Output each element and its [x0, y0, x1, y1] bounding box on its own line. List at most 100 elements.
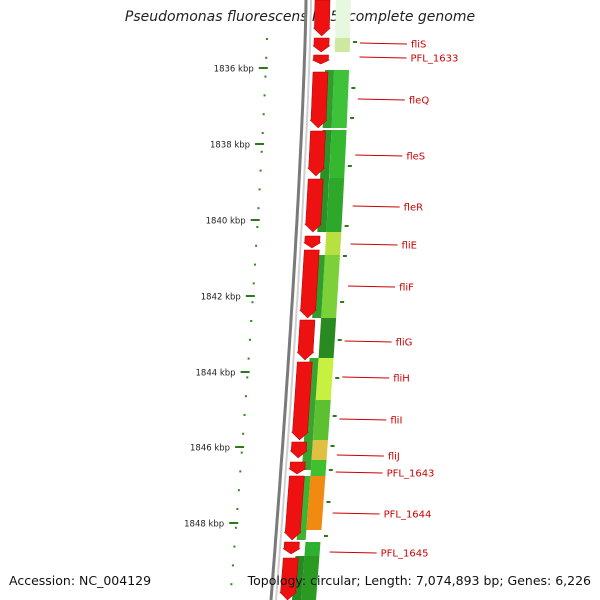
gene-label[interactable]: fliI	[390, 416, 402, 427]
ruler-dot	[240, 451, 243, 454]
ruler-tick	[229, 522, 239, 524]
gene-label[interactable]: fliS	[411, 40, 426, 51]
backbone-layer	[269, 0, 312, 600]
ruler-tick	[255, 143, 265, 145]
feature-tick	[351, 87, 356, 89]
gene-label-leader	[359, 42, 407, 45]
gc-content-segment	[306, 476, 326, 530]
ruler-tick	[258, 67, 268, 69]
feature-tick	[323, 535, 328, 537]
gene-label[interactable]: fliF	[399, 283, 414, 294]
gc-content-segment	[305, 530, 322, 542]
gc-content-segment	[304, 542, 321, 556]
gc-content-segment	[334, 38, 351, 52]
gene-label[interactable]: fleS	[406, 152, 425, 163]
feature-tick	[344, 225, 349, 227]
gc-content-segment	[334, 52, 350, 70]
ruler-dot	[239, 470, 242, 473]
gene-label[interactable]: fleQ	[409, 96, 429, 107]
gene-label-leader	[332, 512, 380, 515]
gene-label[interactable]: fliE	[402, 241, 417, 252]
ruler-tick-label: 1848 kbp	[184, 520, 224, 530]
feature-tick	[330, 445, 335, 447]
gene-label-leader	[359, 56, 407, 59]
gene-arrow[interactable]	[312, 0, 332, 37]
feature-tick	[347, 165, 352, 167]
gene-arrow[interactable]	[309, 71, 329, 129]
map-title: Pseudomonas fluorescens Pf-5, complete g…	[124, 9, 476, 25]
ruler-dot	[231, 564, 234, 567]
gc-content-segment	[301, 556, 320, 600]
ruler-tick-label: 1846 kbp	[190, 444, 230, 454]
gene-label[interactable]: fliJ	[388, 452, 400, 463]
backbone-outer	[269, 0, 308, 600]
gc-content-segment	[310, 460, 327, 476]
ruler-dot	[237, 489, 240, 492]
gc-content-segment	[331, 128, 347, 130]
feature-tick	[342, 255, 347, 257]
gene-label-leader	[350, 243, 398, 246]
ruler-tick-label: 1838 kbp	[210, 141, 250, 151]
ruler-dot	[230, 583, 233, 586]
gene-arrow[interactable]	[296, 319, 316, 361]
feature-tick	[328, 469, 333, 471]
ruler-tick	[240, 371, 250, 373]
gc-content-segment	[315, 358, 334, 400]
ruler-dot	[258, 188, 261, 191]
feature-tick	[340, 301, 345, 303]
gene-arrow[interactable]	[279, 557, 299, 600]
ruler-tick	[250, 219, 260, 221]
ruler-dot	[252, 282, 255, 285]
topology-summary: Topology: circular; Length: 7,074,893 bp…	[247, 573, 591, 588]
ruler-tick-label: 1844 kbp	[196, 369, 236, 379]
ruler-dot	[233, 545, 236, 548]
gene-label[interactable]: PFL_1633	[411, 54, 459, 65]
gc-content-segment	[329, 130, 347, 178]
gene-arrow[interactable]	[282, 541, 301, 555]
gene-label-leader	[339, 418, 387, 421]
gene-arrow[interactable]	[307, 130, 326, 177]
gene-arrow[interactable]	[304, 178, 324, 233]
gene-label[interactable]: PFL_1645	[381, 549, 429, 560]
ruler-dot	[250, 320, 253, 322]
ruler-dot	[253, 263, 256, 266]
ruler-dot	[260, 150, 263, 153]
feature-tick	[326, 501, 331, 503]
gene-label-leader	[355, 154, 403, 157]
gene-arrow[interactable]	[312, 54, 330, 65]
gene-arrow[interactable]	[312, 37, 331, 53]
gene-label[interactable]: fliG	[396, 338, 413, 349]
accession-text: Accession: NC_004129	[9, 573, 152, 588]
backbone-inner	[275, 0, 312, 600]
gene-label[interactable]: fleR	[404, 203, 423, 214]
ruler-dot	[264, 75, 267, 78]
ruler-dot	[251, 301, 254, 304]
gene-label-leader	[352, 205, 400, 208]
gene-arrow[interactable]	[289, 441, 308, 459]
ruler-tick-label: 1836 kbp	[214, 65, 254, 75]
gene-arrow[interactable]	[302, 235, 322, 249]
gene-label[interactable]: PFL_1643	[387, 469, 435, 480]
gene-arrow[interactable]	[290, 361, 313, 441]
gc-content-segment	[312, 400, 331, 440]
feature-tick	[337, 339, 342, 341]
gene-label[interactable]: PFL_1644	[384, 510, 432, 521]
gene-arrow[interactable]	[283, 475, 305, 541]
gc-content-segment	[318, 318, 337, 358]
gene-arrow[interactable]	[298, 249, 320, 319]
gc-content-segment	[331, 70, 350, 128]
gene-label-leader	[342, 376, 390, 379]
ruler-dot	[248, 338, 251, 341]
ruler-layer: 1836 kbp 1838 kbp 1840 kbp 1842 kbp 1844 kbp…	[184, 38, 268, 586]
gene-label-leader	[336, 454, 384, 457]
ruler-dot	[261, 132, 264, 134]
ruler-dot	[259, 169, 262, 172]
gene-label[interactable]: fliH	[393, 374, 410, 385]
ruler-dot	[255, 244, 258, 247]
gc-content-segment	[324, 232, 342, 255]
gene-arrow[interactable]	[288, 461, 307, 475]
ruler-dot	[263, 94, 266, 97]
ruler-tick	[235, 446, 245, 448]
